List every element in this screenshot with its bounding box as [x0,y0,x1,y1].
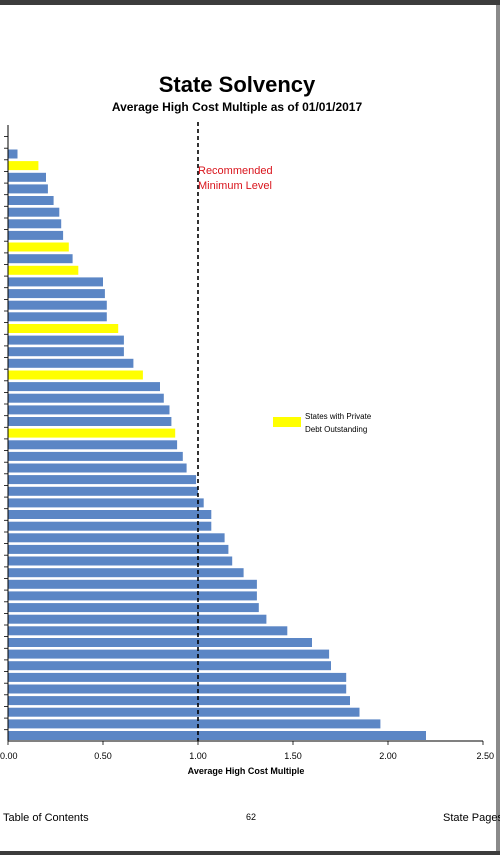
bar [8,149,18,159]
x-tick-label: 0.00 [0,751,18,761]
x-tick-label: 2.50 [476,751,494,761]
bar [8,672,347,682]
bar [8,649,330,659]
bar [8,207,60,217]
chart-title: State Solvency [158,72,316,97]
bar [8,533,225,543]
bar [8,358,134,368]
bar [8,661,331,671]
bar [8,638,312,647]
reference-label-line1: Recommended [198,165,273,177]
window-top-bar [0,0,500,5]
bar [8,161,39,171]
bar [8,382,160,392]
bar [8,300,107,310]
x-tick-label: 1.50 [284,751,302,761]
bar [8,544,229,554]
bar [8,510,212,519]
x-tick-label: 0.50 [94,751,112,761]
table-of-contents-link[interactable]: Table of Contents [3,812,89,824]
bar [8,568,244,578]
bar [8,486,198,496]
legend-label-line1: States with Private [305,412,372,421]
bar [8,451,183,461]
bar [8,521,212,531]
bar [8,614,267,624]
legend-swatch [273,417,301,427]
x-tick-label: 2.00 [379,751,397,761]
bar [8,393,164,403]
bar [8,405,170,415]
chart-subtitle: Average High Cost Multiple as of 01/01/2… [111,100,363,114]
bar [8,289,105,299]
bar [8,265,79,275]
reference-label-line2: Minimum Level [198,180,272,192]
bar [8,417,172,426]
bar [8,440,178,450]
bar [8,324,119,333]
scrollbar-track[interactable] [496,5,500,851]
bar [8,475,197,485]
bar [8,684,347,694]
bar [8,603,259,613]
bar [8,707,360,717]
bar [8,370,143,380]
window-bottom-bar [0,851,500,855]
x-axis-label: Average High Cost Multiple [188,766,305,776]
bar [8,591,257,601]
bar [8,219,62,229]
state-pages-link[interactable]: State Pages [443,812,500,824]
bar [8,498,204,508]
bar [8,277,103,287]
x-tick-label: 1.00 [189,751,207,761]
bar [8,242,69,252]
bar [8,556,233,566]
bar [8,626,288,636]
bar [8,254,73,264]
bar [8,463,187,473]
bar [8,579,257,589]
bar [8,184,48,194]
bar [8,428,176,438]
bar [8,696,350,706]
bar [8,196,54,205]
bar [8,312,107,322]
legend-label-line2: Debt Outstanding [305,425,367,434]
bar [8,172,46,182]
bar-chart: 0.00 0.50 1.00 1.50 2.00 2.50 Average High Cos… [0,122,494,776]
bar [8,347,124,357]
bar [8,230,64,240]
bar [8,719,381,729]
bar [8,731,426,740]
bar [8,335,124,345]
page-number: 62 [246,812,257,822]
